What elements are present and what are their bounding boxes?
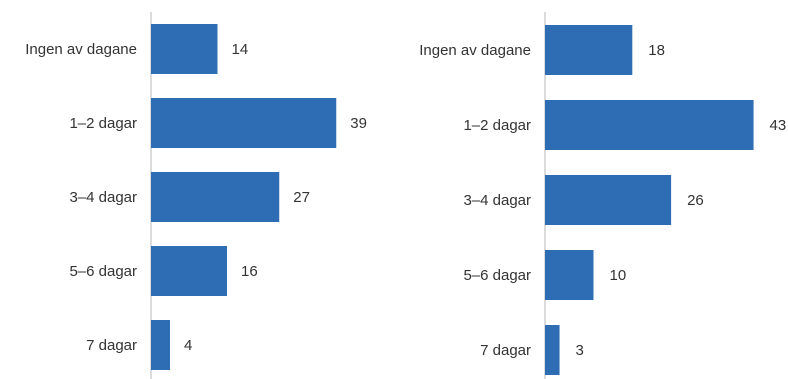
value-label: 10 bbox=[610, 267, 627, 284]
value-label: 39 bbox=[350, 115, 367, 132]
bar bbox=[151, 172, 280, 222]
category-label: 3–4 dagar bbox=[463, 192, 531, 209]
bar bbox=[545, 250, 594, 300]
category-label: 5–6 dagar bbox=[69, 263, 137, 280]
bar bbox=[545, 25, 633, 75]
right-bar-chart: Ingen av dagane 18 1–2 dagar 43 3–4 dagar 26 5… bbox=[419, 12, 786, 379]
category-label: Ingen av dagane bbox=[25, 41, 137, 58]
value-label: 14 bbox=[232, 41, 249, 58]
bar bbox=[151, 320, 170, 370]
value-label: 18 bbox=[648, 42, 665, 59]
category-label: 1–2 dagar bbox=[463, 117, 531, 134]
category-label: 5–6 dagar bbox=[463, 267, 531, 284]
bar bbox=[151, 98, 337, 148]
value-label: 26 bbox=[687, 192, 704, 209]
left-bar-chart: Ingen av dagane 14 1–2 dagar 39 3–4 dagar 27 5… bbox=[25, 12, 367, 379]
category-label: 1–2 dagar bbox=[69, 115, 137, 132]
bar bbox=[151, 24, 218, 74]
value-label: 16 bbox=[241, 263, 258, 280]
value-label: 43 bbox=[770, 117, 787, 134]
category-label: 7 dagar bbox=[480, 342, 531, 359]
category-label: Ingen av dagane bbox=[419, 42, 531, 59]
bar bbox=[545, 175, 672, 225]
value-label: 4 bbox=[184, 337, 192, 354]
value-label: 3 bbox=[576, 342, 584, 359]
value-label: 27 bbox=[293, 189, 310, 206]
category-label: 3–4 dagar bbox=[69, 189, 137, 206]
category-label: 7 dagar bbox=[86, 337, 137, 354]
bar bbox=[545, 100, 754, 150]
bar bbox=[545, 325, 560, 375]
bar bbox=[151, 246, 227, 296]
